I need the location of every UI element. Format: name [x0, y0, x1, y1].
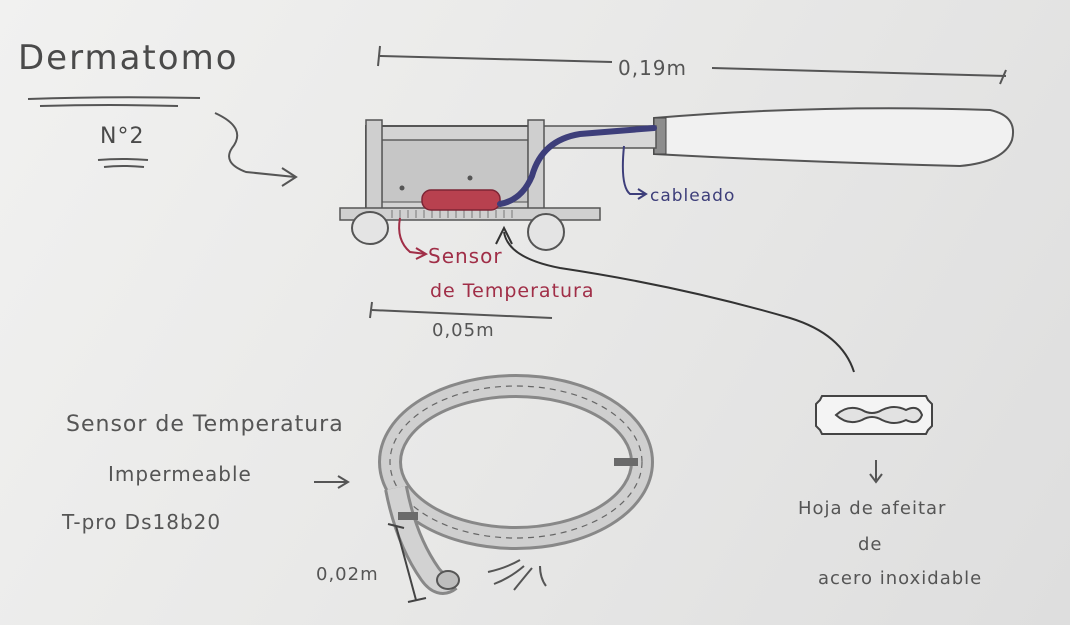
right-knob [527, 213, 565, 251]
coiled-sensor-cable [378, 374, 654, 595]
overall-length-dimension [377, 45, 1007, 85]
sensor-label-line2: de Temperatura [430, 280, 595, 302]
razor-blade [815, 395, 933, 435]
blade-label-line2: de [858, 534, 883, 555]
subtitle-underline [97, 158, 149, 168]
wiring-label: cableado [650, 186, 736, 206]
cable-diameter-dimension [387, 523, 427, 603]
handle [653, 107, 1014, 168]
temperature-sensor-element [421, 189, 501, 211]
probe-label-line1: Sensor de Temperatura [66, 412, 344, 437]
wiring-path [497, 125, 657, 207]
wiring-label-arrow-icon [621, 145, 648, 200]
down-arrow-icon [869, 460, 883, 484]
blade-pointer-arrow-icon [495, 225, 855, 373]
base-length-dimension [369, 301, 553, 319]
left-knob [351, 211, 389, 245]
sensor-label-line1: Sensor [428, 244, 503, 268]
title-underline [27, 96, 201, 107]
probe-arrow-icon [314, 475, 350, 489]
overall-length-label: 0,19m [618, 56, 688, 80]
diagram-title: Dermatomo [18, 38, 239, 78]
dermatome-device [339, 107, 1014, 251]
probe-label-line2: Impermeable [108, 462, 252, 486]
cable-diameter-label: 0,02m [316, 564, 379, 585]
base-length-label: 0,05m [432, 320, 495, 341]
blade-label-line1: Hoja de afeitar [798, 498, 947, 519]
curved-arrow-icon [214, 112, 298, 187]
probe-label-line3: T-pro Ds18b20 [62, 510, 222, 534]
blade-label-line3: acero inoxidable [818, 568, 983, 589]
sensor-label-arrow-icon [398, 217, 429, 260]
diagram-subtitle: N°2 [100, 124, 145, 149]
